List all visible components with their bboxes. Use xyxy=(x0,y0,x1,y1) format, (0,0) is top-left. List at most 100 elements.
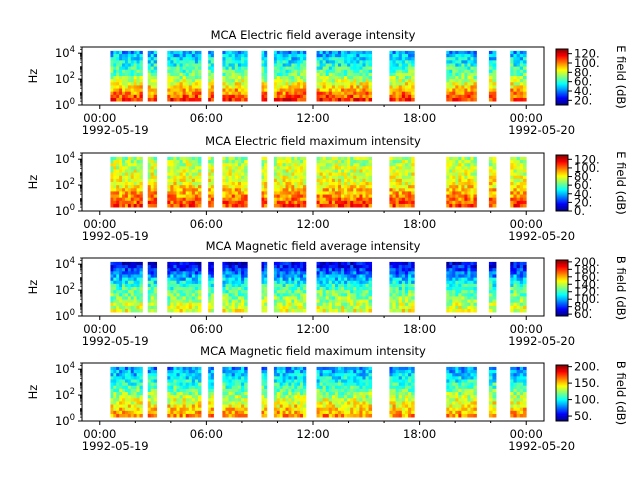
spectrogram-cell xyxy=(510,94,514,99)
spectrogram-cell xyxy=(300,280,304,285)
spectrogram-cell xyxy=(261,166,265,170)
spectrogram-cell xyxy=(234,172,239,177)
spectrogram-cell xyxy=(464,287,468,291)
spectrogram-cell xyxy=(222,72,226,77)
x-tick-label: 18:00 xyxy=(403,217,436,231)
spectrogram-cell xyxy=(488,66,493,71)
spectrogram-cell xyxy=(302,305,307,310)
spectrogram-cell xyxy=(130,395,135,399)
spectrogram-cell xyxy=(401,299,406,304)
spectrogram-cell xyxy=(452,305,456,310)
spectrogram-cell xyxy=(139,182,143,186)
spectrogram-cell xyxy=(408,265,412,269)
spectrogram-cell xyxy=(150,175,155,180)
spectrogram-cell xyxy=(185,277,190,282)
spectrogram-cell xyxy=(276,163,281,167)
colorbar-tick-label: 80. xyxy=(574,170,592,184)
spectrogram-cell xyxy=(316,271,321,275)
spectrogram-cell xyxy=(455,76,459,80)
spectrogram-cell xyxy=(170,69,174,74)
spectrogram-cell xyxy=(359,66,363,71)
colorbar-segment xyxy=(556,282,568,284)
spectrogram-cell xyxy=(244,194,248,199)
spectrogram-cell xyxy=(185,175,190,180)
colorbar-segment xyxy=(556,158,568,160)
spectrogram-cell xyxy=(344,194,348,199)
spectrogram-cell xyxy=(113,385,117,390)
spectrogram-cell xyxy=(359,268,363,272)
spectrogram-cell xyxy=(116,172,120,177)
spectrogram-cell xyxy=(401,57,406,61)
spectrogram-cell xyxy=(231,185,236,189)
spectrogram-cell xyxy=(150,79,155,83)
spectrogram-cell xyxy=(167,76,171,80)
spectrogram-cell xyxy=(261,69,265,74)
spectrogram-cell xyxy=(291,69,295,74)
spectrogram-cell xyxy=(455,69,459,74)
spectrogram-cell xyxy=(153,385,158,390)
spectrogram-cell xyxy=(179,163,184,167)
spectrogram-cell xyxy=(362,160,366,164)
spectrogram-cell xyxy=(341,287,345,291)
spectrogram-cell xyxy=(264,277,268,282)
spectrogram-cell xyxy=(136,274,140,278)
spectrogram-cell xyxy=(519,85,524,89)
spectrogram-cell xyxy=(276,166,281,170)
spectrogram-cell xyxy=(228,293,233,297)
spectrogram-cell xyxy=(356,277,360,282)
spectrogram-cell xyxy=(316,308,321,313)
spectrogram-cell xyxy=(492,54,497,58)
spectrogram-cell xyxy=(411,203,415,208)
spectrogram-cell xyxy=(139,280,143,285)
spectrogram-cell xyxy=(273,197,278,202)
spectrogram-cell xyxy=(288,203,292,208)
spectrogram-cell xyxy=(282,166,286,170)
spectrogram-cell xyxy=(136,404,140,409)
spectrogram-cell xyxy=(276,290,281,294)
spectrogram-cell xyxy=(153,69,158,74)
spectrogram-cell xyxy=(467,88,471,93)
spectrogram-cell xyxy=(523,191,527,195)
spectrogram-cell xyxy=(523,57,527,61)
spectrogram-cell xyxy=(319,178,324,183)
spectrogram-cell xyxy=(225,290,229,294)
spectrogram-cell xyxy=(167,169,171,173)
spectrogram-cell xyxy=(401,197,406,202)
spectrogram-cell xyxy=(452,57,456,61)
spectrogram-cell xyxy=(334,268,339,272)
spectrogram-cell xyxy=(228,197,233,202)
spectrogram-cell xyxy=(122,265,126,269)
spectrogram-cell xyxy=(191,160,196,164)
spectrogram-cell xyxy=(461,69,465,74)
spectrogram-cell xyxy=(191,261,196,266)
spectrogram-cell xyxy=(222,182,226,186)
spectrogram-cell xyxy=(197,175,202,180)
spectrogram-cell xyxy=(300,185,304,189)
spectrogram-cell xyxy=(197,265,202,269)
spectrogram-cell xyxy=(124,79,129,83)
spectrogram-cell xyxy=(408,156,412,161)
spectrogram-cell xyxy=(294,76,298,80)
colorbar-segment xyxy=(556,179,568,181)
spectrogram-cell xyxy=(276,156,281,161)
spectrogram-cell xyxy=(279,169,284,173)
spectrogram-cell xyxy=(110,308,114,313)
spectrogram-cell xyxy=(404,66,409,71)
spectrogram-cell xyxy=(492,203,497,208)
spectrogram-cell xyxy=(341,169,345,173)
spectrogram-cell xyxy=(319,88,324,93)
spectrogram-cell xyxy=(392,72,397,77)
spectrogram-cell xyxy=(362,203,366,208)
spectrogram-cell xyxy=(470,91,474,96)
spectrogram-cell xyxy=(488,200,493,205)
spectrogram-cell xyxy=(294,175,298,180)
spectrogram-cell xyxy=(365,299,369,304)
spectrogram-cell xyxy=(288,85,292,89)
spectrogram-cell xyxy=(404,63,409,67)
spectrogram-cell xyxy=(225,261,229,266)
spectrogram-cell xyxy=(279,308,284,313)
spectrogram-cell xyxy=(234,163,239,167)
spectrogram-cell xyxy=(153,191,158,195)
spectrogram-cell xyxy=(316,268,321,272)
spectrogram-cell xyxy=(197,50,202,55)
